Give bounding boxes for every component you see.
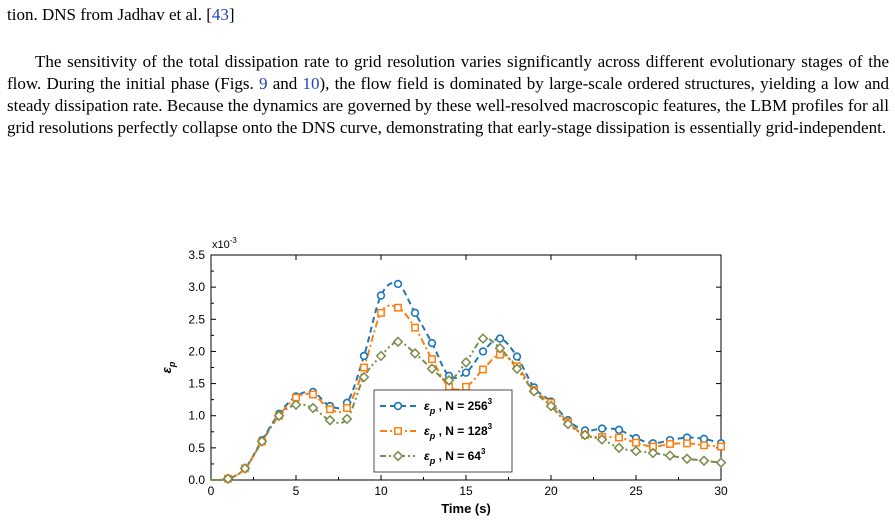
body-paragraph: The sensitivity of the total dissipation… [7, 51, 889, 139]
series-0-point [597, 424, 607, 433]
series-2-point [341, 413, 353, 425]
series-2-point [256, 436, 268, 447]
series-2-point [630, 445, 642, 457]
series-2-point [596, 434, 608, 445]
series-0-point [614, 425, 624, 435]
paragraph-part2: ), the flow field is dominated by large-… [7, 74, 890, 137]
x-tick-label: 20 [544, 484, 558, 498]
series-2-point [681, 453, 693, 465]
series-1-point [428, 355, 436, 364]
y-tick-label: 1.5 [188, 377, 205, 391]
series-0-point [359, 351, 369, 361]
series-1-point [615, 433, 623, 442]
series-2-point [307, 402, 319, 414]
y-tick-label: 0.0 [188, 473, 205, 487]
series-0-point [512, 352, 522, 361]
series-2-point [443, 374, 455, 386]
series-2-point [477, 333, 489, 344]
series-1-point [683, 439, 691, 448]
x-axis-label: Time (s) [441, 501, 491, 516]
series-1-point [394, 303, 402, 312]
y-tick-label: 3.5 [188, 248, 205, 262]
series-2-point [494, 342, 506, 354]
series-1-point [326, 405, 334, 414]
series-2-point [375, 350, 387, 362]
series-0-point [410, 308, 420, 318]
series-1-point [411, 323, 419, 332]
series-1-point [632, 438, 640, 447]
series-2-point [358, 371, 370, 383]
x-tick-label: 25 [629, 484, 643, 498]
series-0-point [478, 347, 488, 356]
x-tick-label: 15 [459, 484, 473, 498]
series-1-point [717, 442, 725, 451]
series-2-point [324, 414, 336, 426]
y-tick-label: 3.0 [188, 280, 205, 294]
y-multiplier-label: x10-3 [212, 236, 237, 251]
series-1-point [700, 441, 708, 450]
x-tick-label: 5 [293, 484, 300, 498]
caption-text: tion. DNS from Jadhav et al. [ [7, 5, 212, 24]
series-1-point [360, 363, 368, 372]
legend-swatch-marker [392, 450, 404, 462]
series-2-point [698, 455, 710, 467]
series-1-point [479, 365, 487, 374]
y-axis-label: εp [159, 361, 177, 373]
dissipation-rate-chart: x10-3 0 5 10 15 20 25 30 0.0 0.5 1.0 1.5 2.0 2.5 3.0 3.… [159, 236, 728, 516]
series-2-point [664, 450, 676, 461]
x-tick-label: 30 [714, 484, 728, 498]
series-2-point [392, 336, 404, 348]
legend-swatch-marker [393, 401, 403, 411]
y-tick-label: 2.0 [188, 344, 205, 358]
series-1-point [309, 390, 317, 399]
figure-ref-10[interactable]: 10 [302, 74, 320, 93]
series-2-point [579, 429, 591, 441]
y-tick-label: 2.5 [188, 312, 205, 326]
series-2-point [409, 347, 421, 359]
legend-entry-0: εp , N = 2563 [424, 397, 493, 416]
series-0-point [699, 434, 709, 444]
series-2-point [273, 410, 285, 422]
series-2-point [715, 457, 727, 469]
series-0-point [376, 291, 386, 300]
figure-ref-9[interactable]: 9 [259, 74, 268, 93]
x-tick-label: 10 [374, 484, 388, 498]
series-2-point [647, 447, 659, 459]
series-1-point [462, 382, 470, 391]
series-0-point [427, 338, 437, 348]
series-2-point [290, 399, 302, 411]
legend-entry-1: εp , N = 1283 [424, 422, 493, 441]
paragraph-and: and [272, 74, 298, 93]
series-1-point [666, 440, 674, 448]
series-1-point [377, 308, 385, 317]
series-2-point [239, 463, 251, 474]
series-2-point [545, 400, 557, 412]
x-tick-label: 0 [208, 484, 215, 498]
series-2-point [562, 418, 574, 430]
series-0-point [461, 368, 471, 377]
series-2-point [528, 385, 540, 397]
series-1-point [343, 404, 351, 412]
series-0-point [495, 334, 505, 343]
y-tick-label: 1.0 [188, 409, 205, 423]
series-0-point [393, 279, 403, 289]
reference-link-43[interactable]: 43 [211, 5, 229, 24]
series-2-point [460, 356, 472, 368]
paragraph-part1: The sensitivity of the total dissipation… [7, 52, 889, 93]
y-tick-label: 0.5 [188, 441, 205, 455]
legend-swatch-marker [394, 427, 402, 435]
series-2-point [426, 363, 438, 375]
caption-close-bracket: ] [228, 5, 235, 24]
series-2-point [511, 363, 523, 375]
figure-caption-tail: tion. DNS from Jadhav et al. [43] [7, 4, 887, 26]
series-2-point [222, 473, 234, 485]
legend-entry-2: εp , N = 643 [424, 447, 486, 466]
series-2-point [613, 442, 625, 454]
